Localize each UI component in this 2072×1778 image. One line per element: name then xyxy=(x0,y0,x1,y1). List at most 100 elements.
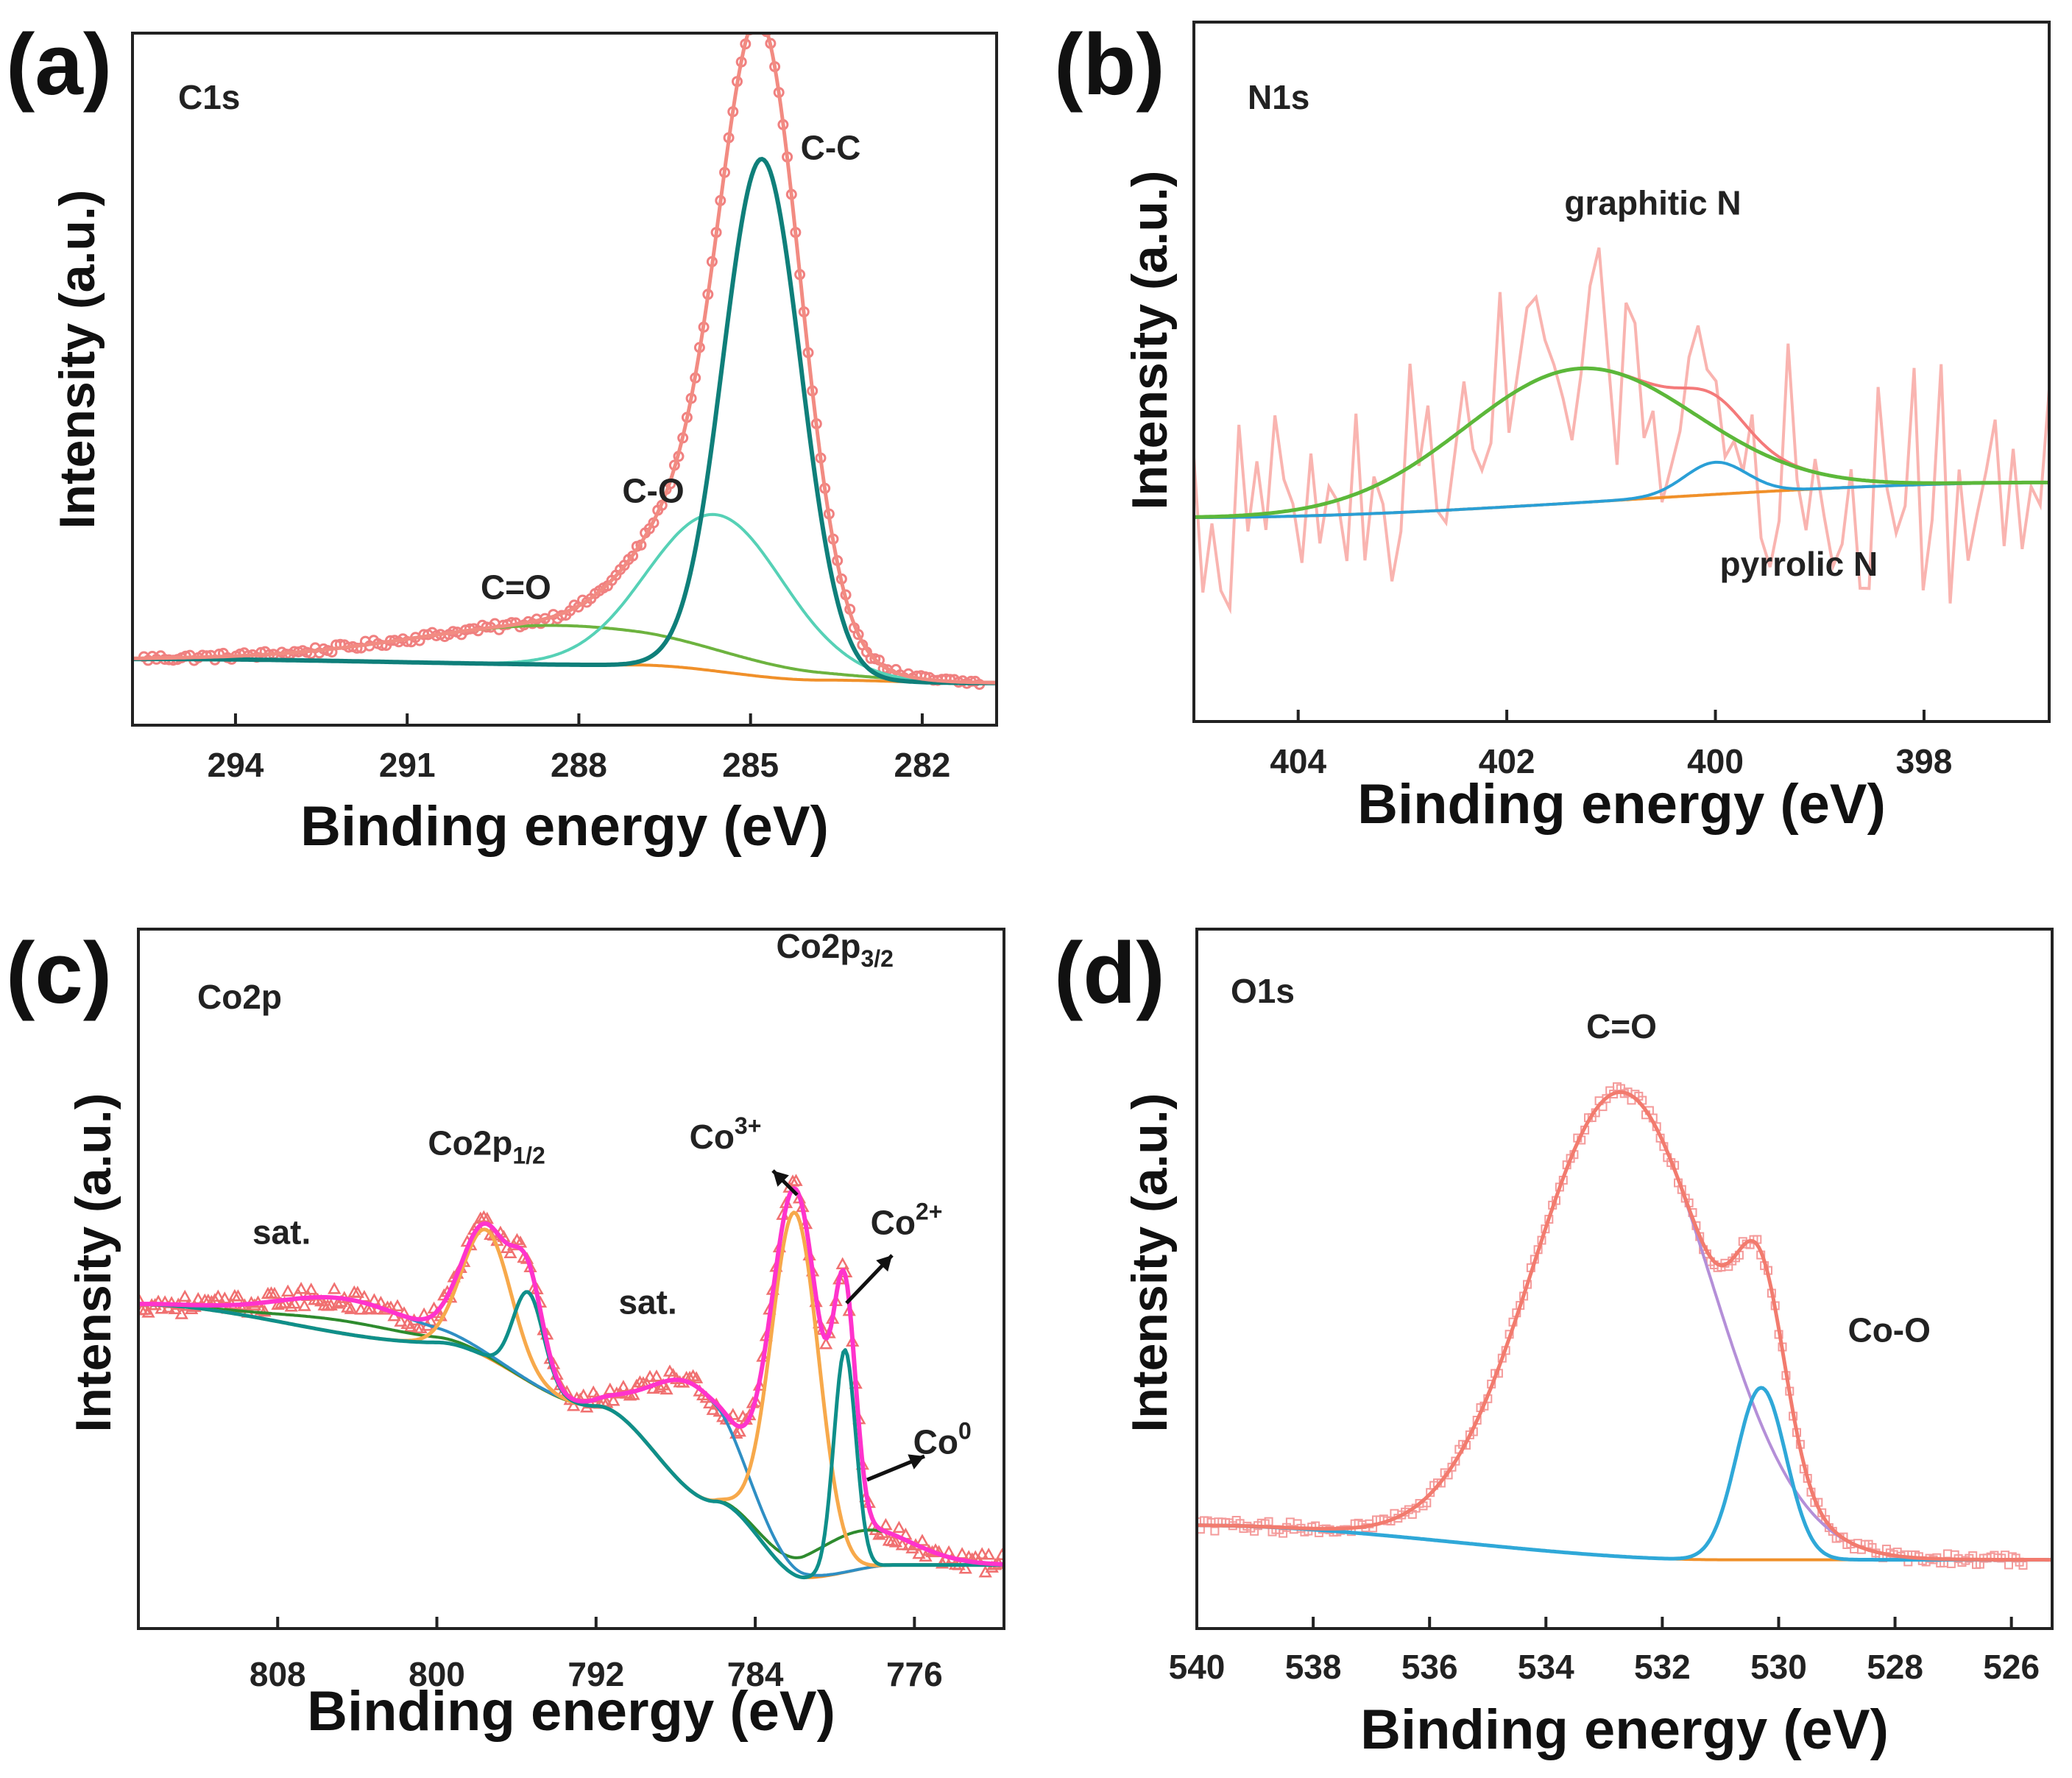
panel-b-axes-frame xyxy=(1192,21,2051,723)
data-point xyxy=(364,1302,378,1314)
panel-a-axes-frame xyxy=(131,32,998,727)
panel-d-xlabel: Binding energy (eV) xyxy=(1360,1698,1889,1761)
arrow-head xyxy=(876,1255,892,1272)
data-point xyxy=(872,1528,886,1540)
x-tick-label: 282 xyxy=(894,746,951,784)
data-point xyxy=(304,1283,318,1295)
panel-c-plot-area xyxy=(138,1174,1004,1580)
data-point xyxy=(258,1304,272,1317)
panel-c-xlabel: Binding energy (eV) xyxy=(307,1680,835,1743)
data-point xyxy=(297,1299,311,1311)
data-point xyxy=(885,1534,899,1547)
panel-a-title: C1s xyxy=(178,78,240,116)
data-point xyxy=(660,1382,673,1395)
x-tick-label: 294 xyxy=(208,746,264,784)
data-point xyxy=(732,1424,746,1437)
data-point xyxy=(892,1520,906,1534)
peak-label: Co2p3/2 xyxy=(776,927,893,972)
pyrrolic-n-component xyxy=(1194,460,2049,519)
panel-d-ylabel: Intensity (a.u.) xyxy=(1122,1093,1178,1433)
x-tick-label: 800 xyxy=(409,1655,465,1693)
x-tick-label: 404 xyxy=(1270,742,1326,780)
panel-c-title: Co2p xyxy=(197,978,282,1016)
panel-d-o1s: (d) Intensity (a.u.) O1s 540 538 536 534 532… xyxy=(1054,925,2054,1761)
c-c-component xyxy=(132,157,997,685)
panel-d-letter: (d) xyxy=(1054,925,1165,1022)
panel-a-x-ticks: 294 291 288 285 282 xyxy=(208,713,951,784)
panel-a-ylabel: Intensity (a.u.) xyxy=(49,190,105,529)
data-point xyxy=(958,1562,972,1574)
data-point xyxy=(879,1517,893,1531)
data-point xyxy=(689,1371,704,1383)
panel-d-plot-area xyxy=(1197,1082,2052,1570)
panel-b-ylabel: Intensity (a.u.) xyxy=(1122,171,1178,510)
envelope-line xyxy=(1197,1090,2052,1562)
arrow-head xyxy=(908,1454,924,1470)
envelope-line xyxy=(138,1186,1004,1567)
panel-d-axes-frame xyxy=(1195,928,2054,1630)
peak-label: C=O xyxy=(481,568,551,606)
data-point xyxy=(749,13,758,21)
data-point xyxy=(888,1535,903,1548)
panel-b-xlabel: Binding energy (eV) xyxy=(1357,773,1886,836)
data-point xyxy=(1210,1526,1220,1536)
graphitic-n-component xyxy=(1194,366,2049,519)
peak-label: C-C xyxy=(801,129,861,167)
arrow-head xyxy=(773,1171,789,1187)
data-point xyxy=(1451,1456,1460,1466)
data-point xyxy=(254,1303,269,1316)
panel-c-x-ticks: 808 800 792 784 776 xyxy=(250,1617,943,1693)
data-point xyxy=(328,1282,342,1294)
data-point xyxy=(729,1426,743,1439)
data-point xyxy=(643,1369,657,1383)
data-point xyxy=(344,1302,358,1314)
data-point xyxy=(975,1547,989,1559)
x-tick-label: 291 xyxy=(379,746,436,784)
peak-label: Co3+ xyxy=(690,1112,762,1156)
data-point xyxy=(1943,1549,1952,1559)
data-point xyxy=(231,1289,245,1302)
x-tick-label: 540 xyxy=(1169,1648,1226,1686)
data-point xyxy=(287,1297,302,1309)
data-point xyxy=(503,1246,517,1259)
panel-b-title: N1s xyxy=(1248,78,1309,116)
x-tick-label: 530 xyxy=(1750,1648,1807,1686)
panel-a-annotations: C-C C-O C=O xyxy=(481,129,860,607)
peak-label: Co2p1/2 xyxy=(428,1124,545,1169)
data-point xyxy=(895,1538,910,1551)
data-point xyxy=(394,1314,408,1327)
data-point xyxy=(141,1305,155,1318)
peak-label: Co0 xyxy=(913,1418,972,1461)
x-tick-label: 526 xyxy=(1983,1648,2040,1686)
data-point xyxy=(350,1285,364,1298)
data-point xyxy=(403,1319,418,1333)
x-tick-label: 398 xyxy=(1896,742,1953,780)
x-tick-label: 402 xyxy=(1479,742,1535,780)
panel-a-c1s: (a) Intensity (a.u.) C1s 294 291 288 285 282… xyxy=(6,13,998,858)
data-point xyxy=(178,1289,192,1302)
panel-b-n1s: (b) Intensity (a.u.) N1s 404 402 400 398 gr… xyxy=(1054,16,2051,836)
data-point xyxy=(726,1408,740,1420)
data-point xyxy=(649,1369,664,1382)
panel-a-letter: (a) xyxy=(6,16,112,113)
raw-data-line xyxy=(1194,247,2049,615)
peak-label: C-O xyxy=(622,472,684,510)
data-point xyxy=(982,1548,996,1560)
panel-c-ylabel: Intensity (a.u.) xyxy=(66,1093,121,1433)
x-tick-label: 400 xyxy=(1687,742,1744,780)
panel-c-letter: (c) xyxy=(6,925,112,1022)
data-point xyxy=(294,1282,308,1294)
x-tick-label: 784 xyxy=(727,1655,784,1693)
panel-a-xlabel: Binding energy (eV) xyxy=(300,795,829,858)
x-tick-label: 538 xyxy=(1285,1648,1342,1686)
data-point xyxy=(401,635,413,647)
co3-component xyxy=(138,1210,1004,1567)
data-point xyxy=(390,1299,405,1311)
x-tick-label: 808 xyxy=(250,1655,306,1693)
data-point xyxy=(330,1297,344,1309)
data-point xyxy=(915,1534,930,1546)
data-point xyxy=(758,15,767,24)
data-point xyxy=(616,1380,631,1392)
panel-c-axes-frame xyxy=(137,928,1005,1630)
data-point xyxy=(211,1289,225,1302)
